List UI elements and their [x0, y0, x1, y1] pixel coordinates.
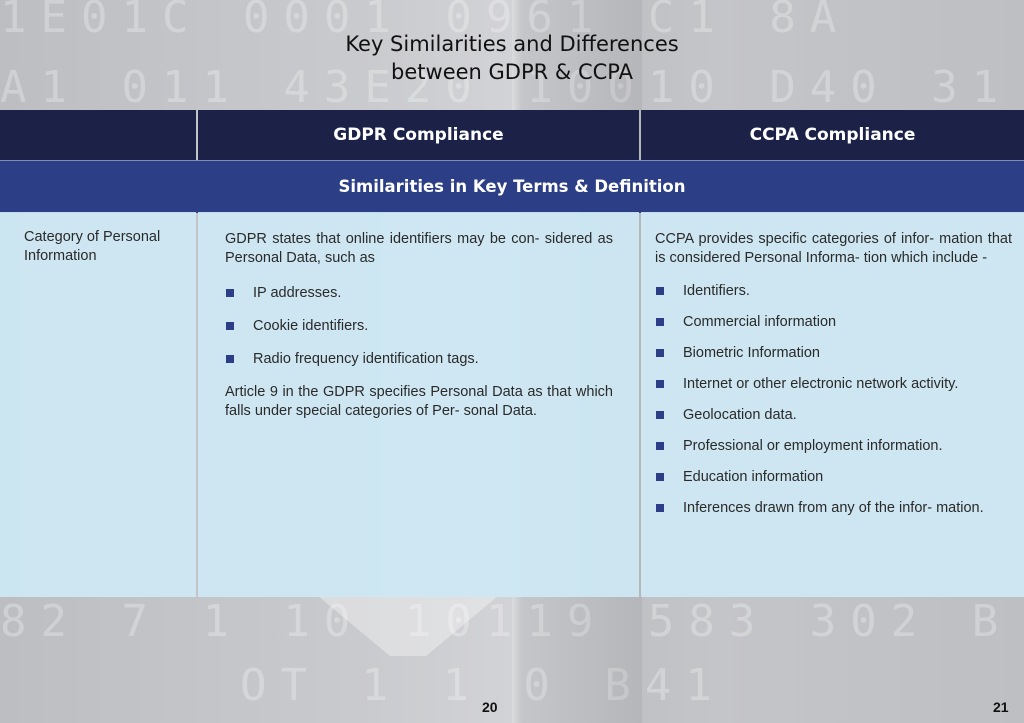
page-title: Key Similarities and Differences between…: [0, 30, 1024, 86]
list-item: Professional or employment information.: [655, 437, 1012, 456]
list-item: Biometric Information: [655, 344, 1012, 363]
header-ccpa-label: CCPA Compliance: [749, 125, 916, 145]
list-item: Geolocation data.: [655, 406, 1012, 425]
list-item: Cookie identifiers.: [225, 317, 613, 336]
title-line-2: between GDPR & CCPA: [391, 60, 633, 84]
list-item: Radio frequency identification tags.: [225, 350, 613, 369]
page-number-left: 20: [482, 699, 498, 715]
list-item: Inferences drawn from any of the infor- …: [655, 499, 1012, 518]
header-ccpa: CCPA Compliance: [641, 110, 1024, 160]
category-cell: Category of Personal Information: [0, 212, 196, 597]
ccpa-intro: CCPA provides specific categories of inf…: [655, 231, 1012, 266]
list-item: Education information: [655, 468, 1012, 487]
list-item: IP addresses.: [225, 284, 613, 303]
background-digits: 1E01C 0001 0961 C1 8A: [0, 0, 851, 43]
section-header: Similarities in Key Terms & Definition: [0, 160, 1024, 213]
header-gdpr-label: GDPR Compliance: [333, 125, 504, 145]
list-item: Identifiers.: [655, 282, 1012, 301]
gdpr-list: IP addresses. Cookie identifiers. Radio …: [225, 284, 613, 369]
gdpr-outro: Article 9 in the GDPR specifies Personal…: [225, 384, 613, 419]
title-line-1: Key Similarities and Differences: [345, 32, 679, 56]
gdpr-cell: GDPR states that online identifiers may …: [198, 212, 639, 597]
category-label: Category of Personal Information: [24, 229, 161, 264]
ccpa-cell: CCPA provides specific categories of inf…: [641, 212, 1024, 597]
background-digits: OT 1 1 0 B41: [240, 660, 726, 711]
header-empty-cell: [0, 110, 196, 160]
ccpa-list: Identifiers. Commercial information Biom…: [655, 282, 1012, 518]
list-item: Internet or other electronic network act…: [655, 375, 1012, 394]
list-item: Commercial information: [655, 313, 1012, 332]
background-digits: A1 011 43E20 10010 D40 31 1: [0, 62, 1024, 113]
background-digits: 82 7 1 10 10119 583 302 B: [0, 596, 1013, 647]
page-number-right: 21: [993, 699, 1009, 715]
header-gdpr: GDPR Compliance: [198, 110, 639, 160]
section-title: Similarities in Key Terms & Definition: [338, 177, 686, 196]
gdpr-intro: GDPR states that online identifiers may …: [225, 231, 613, 266]
